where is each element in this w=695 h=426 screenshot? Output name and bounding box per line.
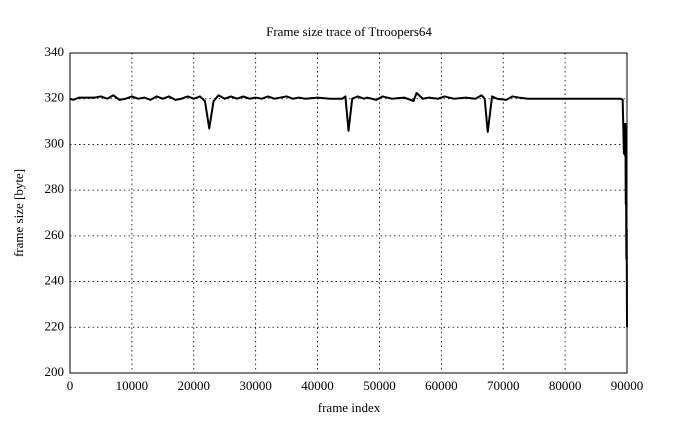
y-tick-label: 240	[45, 273, 65, 288]
plot-frame	[69, 52, 628, 374]
x-tick-label: 10000	[116, 378, 149, 393]
x-axis-label: frame index	[318, 400, 381, 415]
x-tick-label: 80000	[549, 378, 582, 393]
y-tick-label: 320	[45, 90, 65, 105]
x-tick-label: 60000	[425, 378, 458, 393]
y-axis-label: frame size [byte]	[11, 169, 26, 257]
x-tick-label: 50000	[363, 378, 396, 393]
data-line	[69, 92, 628, 328]
x-tick-label: 30000	[239, 378, 272, 393]
chart-title: Frame size trace of Ttroopers64	[266, 24, 432, 39]
y-tick-label: 340	[45, 44, 65, 59]
y-tick-label: 300	[45, 135, 65, 150]
x-tick-label: 0	[67, 378, 74, 393]
y-tick-label: 280	[45, 181, 65, 196]
y-tick-label: 200	[45, 364, 65, 379]
x-tick-label: 20000	[178, 378, 211, 393]
y-tick-label: 260	[45, 227, 65, 242]
x-tick-label: 70000	[487, 378, 520, 393]
x-tick-label: 40000	[301, 378, 334, 393]
y-tick-label: 220	[45, 318, 65, 333]
x-tick-label: 90000	[611, 378, 644, 393]
